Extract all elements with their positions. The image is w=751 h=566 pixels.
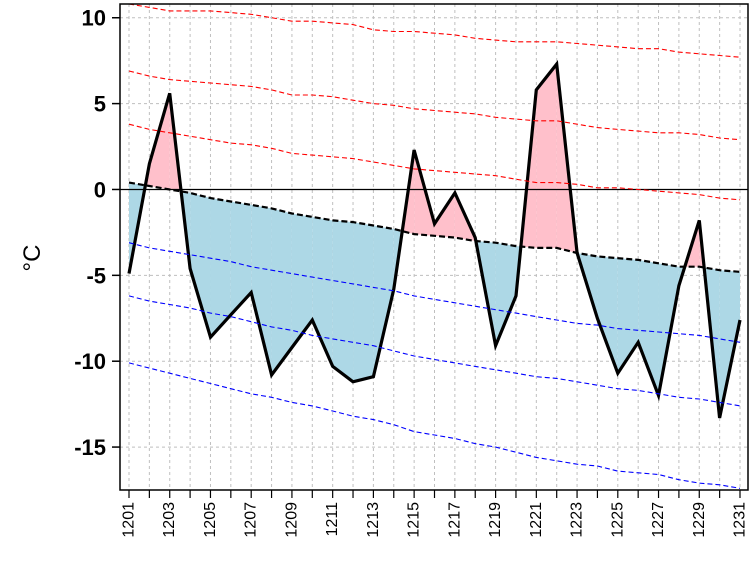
anomaly-fill — [291, 213, 313, 348]
x-tick-label: 1219 — [487, 502, 504, 538]
anomaly-fill — [271, 208, 292, 375]
y-tick-label: -5 — [86, 263, 106, 288]
anomaly-fill — [149, 93, 170, 190]
anomaly-fill — [353, 222, 374, 382]
y-axis-label: °C — [19, 245, 46, 272]
x-tick-label: 1213 — [365, 502, 382, 538]
y-tick-label: -10 — [74, 349, 106, 374]
x-tick-label: 1231 — [732, 502, 749, 538]
anomaly-fill — [332, 220, 354, 382]
x-tick-label: 1207 — [243, 502, 260, 538]
anomaly-fill — [230, 201, 252, 315]
anomaly-fill — [577, 253, 598, 319]
y-tick-label: 5 — [94, 92, 106, 117]
x-tick-label: 1211 — [324, 502, 341, 537]
x-tick-label: 1203 — [161, 502, 178, 538]
series-line-normal — [128, 181, 741, 273]
x-tick-label: 1229 — [691, 502, 708, 538]
anomaly-fill — [373, 225, 394, 377]
series-line-upper-2 — [128, 70, 741, 141]
x-tick-label: 1227 — [650, 502, 667, 538]
series-line-upper-3 — [128, 3, 741, 58]
x-tick-label: 1209 — [283, 502, 300, 538]
anomaly-fill — [719, 270, 740, 418]
x-tick-label: 1215 — [406, 502, 423, 538]
anomaly-fill — [597, 256, 618, 374]
anomaly-fill — [251, 204, 272, 375]
x-tick-label: 1225 — [609, 502, 626, 538]
x-tick-label: 1201 — [121, 502, 138, 538]
anomaly-fill — [434, 192, 455, 238]
anomaly-fill — [190, 192, 211, 338]
x-tick-label: 1223 — [569, 502, 586, 538]
y-tick-label: -15 — [74, 435, 106, 460]
series-line-upper-1 — [128, 123, 741, 201]
series-line-observed — [127, 60, 742, 419]
anomaly-fill — [638, 259, 659, 396]
anomaly-fill — [617, 258, 639, 374]
series-line-lower-3 — [128, 362, 741, 489]
y-tick-label: 0 — [94, 177, 106, 202]
anomaly-fill — [210, 198, 231, 338]
x-tick-label: 1221 — [528, 502, 545, 538]
series-line-lower-2 — [128, 295, 741, 407]
y-tick-label: 10 — [82, 6, 106, 31]
x-tick-label: 1205 — [202, 502, 219, 538]
anomaly-fill — [536, 64, 557, 248]
anomaly-fill — [495, 242, 516, 346]
x-tick-label: 1217 — [446, 502, 463, 538]
